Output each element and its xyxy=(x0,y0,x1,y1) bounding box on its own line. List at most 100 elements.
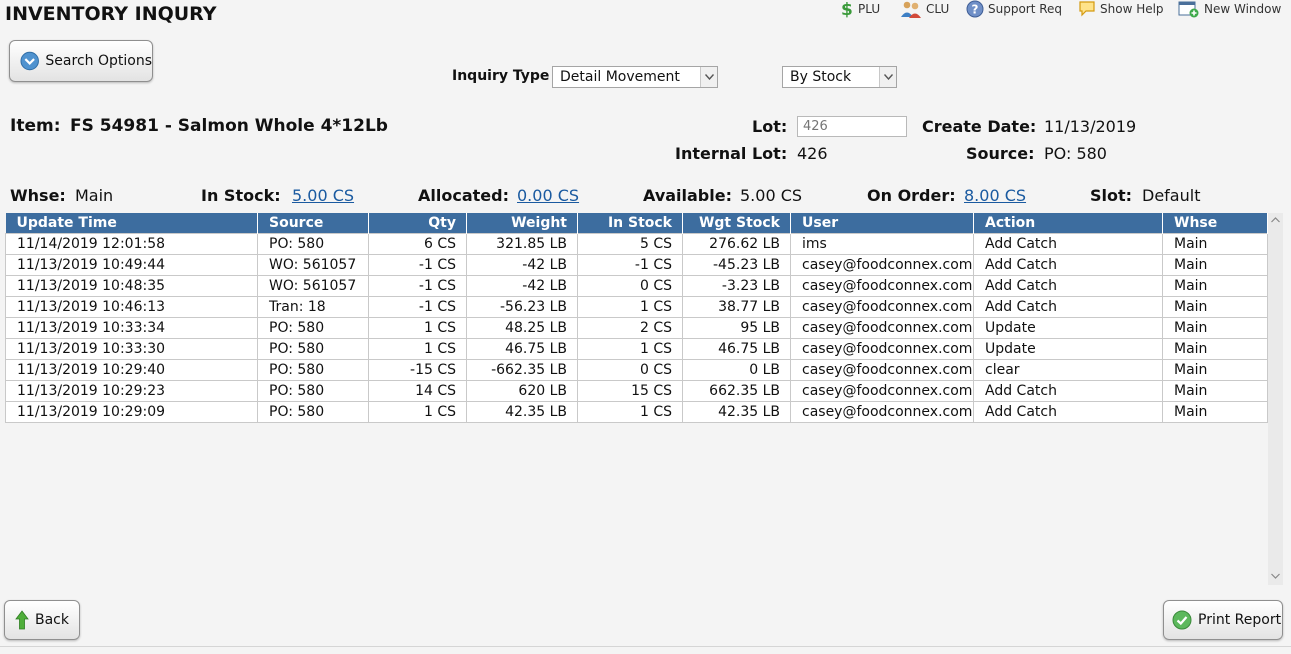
footer-divider xyxy=(0,646,1291,647)
table-cell: Main xyxy=(1162,254,1268,276)
table-cell: PO: 580 xyxy=(257,380,369,402)
table-cell: casey@foodconnex.com xyxy=(790,275,974,297)
table-cell: 1 CS xyxy=(368,401,467,423)
column-header[interactable]: Wgt Stock xyxy=(682,213,791,234)
table-cell: 11/13/2019 10:33:30 xyxy=(5,338,258,360)
dollar-icon: $ xyxy=(841,0,853,18)
grid-scrollbar[interactable] xyxy=(1268,213,1283,585)
table-cell: 0 CS xyxy=(577,275,683,297)
column-header[interactable]: Weight xyxy=(466,213,578,234)
table-cell: Tran: 18 xyxy=(257,296,369,318)
inquiry-type-select[interactable]: Detail Movement xyxy=(552,66,718,88)
item-value: FS 54981 - Salmon Whole 4*12Lb xyxy=(70,116,388,136)
table-cell: -1 CS xyxy=(368,275,467,297)
source-value: PO: 580 xyxy=(1044,144,1107,163)
search-options-label: Search Options xyxy=(45,53,152,69)
allocated-link[interactable]: 0.00 CS xyxy=(517,186,580,205)
table-cell: 6 CS xyxy=(368,233,467,255)
table-cell: -15 CS xyxy=(368,359,467,381)
table-cell: Main xyxy=(1162,401,1268,423)
table-row[interactable]: 11/14/2019 12:01:58 PO: 580 6 CS 321.85 LB 5… xyxy=(5,233,1268,255)
table-cell: casey@foodconnex.com xyxy=(790,317,974,339)
back-button[interactable]: Back xyxy=(4,600,80,640)
inquiry-by-select[interactable]: By Stock xyxy=(782,66,897,88)
table-cell: Main xyxy=(1162,275,1268,297)
table-cell: Add Catch xyxy=(973,233,1163,255)
plu-link[interactable]: $ PLU xyxy=(840,0,880,18)
table-cell: casey@foodconnex.com xyxy=(790,254,974,276)
new-window-link[interactable]: New Window xyxy=(1178,0,1281,18)
in-stock-link[interactable]: 5.00 CS xyxy=(292,186,355,205)
table-cell: Main xyxy=(1162,233,1268,255)
table-cell: casey@foodconnex.com xyxy=(790,338,974,360)
table-cell: 2 CS xyxy=(577,317,683,339)
table-row[interactable]: 11/13/2019 10:49:44 WO: 561057 -1 CS -42 LB… xyxy=(5,254,1268,276)
slot-value: Default xyxy=(1142,186,1201,205)
table-cell: 11/13/2019 10:29:40 xyxy=(5,359,258,381)
table-header-row: Update Time Source Qty Weight In Stock W… xyxy=(5,213,1268,234)
table-cell: 11/14/2019 12:01:58 xyxy=(5,233,258,255)
whse-value: Main xyxy=(75,186,114,205)
lot-input[interactable] xyxy=(797,116,907,137)
column-header[interactable]: In Stock xyxy=(577,213,683,234)
table-cell: PO: 580 xyxy=(257,401,369,423)
table-row[interactable]: 11/13/2019 10:48:35 WO: 561057 -1 CS -42 LB… xyxy=(5,275,1268,297)
table-cell: Main xyxy=(1162,338,1268,360)
table-row[interactable]: 11/13/2019 10:46:13 Tran: 18 -1 CS -56.23 L… xyxy=(5,296,1268,318)
table-cell: 11/13/2019 10:29:23 xyxy=(5,380,258,402)
table-cell: -1 CS xyxy=(368,296,467,318)
support-req-label: Support Req xyxy=(988,2,1063,16)
internal-lot-label: Internal Lot: xyxy=(675,144,788,163)
table-cell: 42.35 LB xyxy=(682,401,791,423)
scroll-up-icon[interactable] xyxy=(1271,217,1280,223)
table-row[interactable]: 11/13/2019 10:33:30 PO: 580 1 CS 46.75 LB 1 … xyxy=(5,338,1268,360)
column-header[interactable]: Source xyxy=(257,213,369,234)
column-header[interactable]: Update Time xyxy=(5,213,258,234)
slot-label: Slot: xyxy=(1090,186,1133,205)
print-report-button[interactable]: Print Report xyxy=(1163,600,1283,640)
speech-bubble-icon xyxy=(1079,1,1095,17)
column-header[interactable]: Whse xyxy=(1162,213,1268,234)
scroll-down-icon[interactable] xyxy=(1271,573,1280,579)
table-cell: 1 CS xyxy=(577,401,683,423)
table-row[interactable]: 11/13/2019 10:29:40 PO: 580 -15 CS -662.35 … xyxy=(5,359,1268,381)
show-help-link[interactable]: Show Help xyxy=(1078,0,1164,18)
table-cell: 46.75 LB xyxy=(466,338,578,360)
users-icon xyxy=(901,1,921,18)
table-cell: -56.23 LB xyxy=(466,296,578,318)
table-cell: 321.85 LB xyxy=(466,233,578,255)
column-header[interactable]: Action xyxy=(973,213,1163,234)
table-cell: PO: 580 xyxy=(257,359,369,381)
table-cell: -662.35 LB xyxy=(466,359,578,381)
on-order-link[interactable]: 8.00 CS xyxy=(964,186,1027,205)
table-cell: 11/13/2019 10:46:13 xyxy=(5,296,258,318)
table-cell: 1 CS xyxy=(368,338,467,360)
table-cell: clear xyxy=(973,359,1163,381)
table-cell: Main xyxy=(1162,380,1268,402)
allocated-label: Allocated: xyxy=(418,186,509,205)
chevron-down-icon xyxy=(704,74,714,80)
help-circle-icon: ? xyxy=(966,0,984,18)
table-cell: PO: 580 xyxy=(257,233,369,255)
table-cell: casey@foodconnex.com xyxy=(790,359,974,381)
plu-label: PLU xyxy=(858,2,881,16)
column-header[interactable]: Qty xyxy=(368,213,467,234)
inquiry-type-value: Detail Movement xyxy=(560,69,680,85)
back-label: Back xyxy=(35,612,69,628)
table-cell: 1 CS xyxy=(368,317,467,339)
column-header[interactable]: User xyxy=(790,213,974,234)
arrow-up-icon xyxy=(15,610,29,630)
support-req-link[interactable]: ? Support Req xyxy=(966,0,1062,18)
search-options-button[interactable]: Search Options xyxy=(9,40,153,82)
table-cell: Add Catch xyxy=(973,275,1163,297)
lot-label: Lot: xyxy=(752,117,788,136)
table-row[interactable]: 11/13/2019 10:29:09 PO: 580 1 CS 42.35 LB 1 … xyxy=(5,401,1268,423)
table-row[interactable]: 11/13/2019 10:29:23 PO: 580 14 CS 620 LB 15 … xyxy=(5,380,1268,402)
table-cell: casey@foodconnex.com xyxy=(790,401,974,423)
available-value: 5.00 CS xyxy=(740,186,803,205)
table-row[interactable]: 11/13/2019 10:33:34 PO: 580 1 CS 48.25 LB 2 … xyxy=(5,317,1268,339)
table-cell: 38.77 LB xyxy=(682,296,791,318)
clu-link[interactable]: CLU xyxy=(900,0,949,18)
table-cell: casey@foodconnex.com xyxy=(790,296,974,318)
page-title: INVENTORY INQURY xyxy=(5,3,217,25)
